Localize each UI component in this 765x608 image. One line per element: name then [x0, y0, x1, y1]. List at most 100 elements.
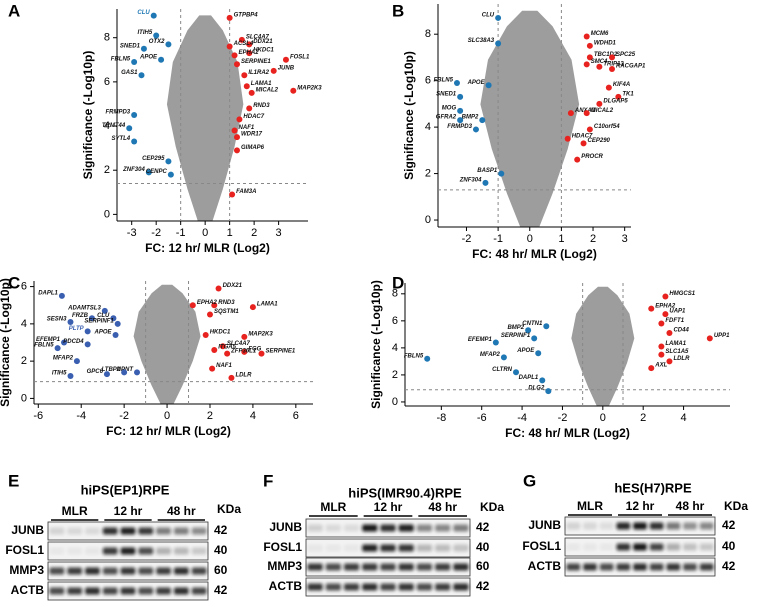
- row-label: MMP3: [267, 559, 302, 573]
- band: [398, 563, 414, 571]
- gene-point: [248, 89, 255, 96]
- gene-label: EFEMP1: [36, 337, 61, 343]
- x-tick-label: -3: [127, 227, 137, 239]
- gene-point: [539, 377, 546, 384]
- gene-label: ZNF304: [459, 177, 482, 183]
- gene-point: [564, 135, 571, 142]
- band: [599, 522, 614, 530]
- gene-label: DDX21: [253, 39, 273, 45]
- y-tick-label: 0: [21, 392, 27, 404]
- gene-point: [545, 388, 552, 395]
- gene-label: TK1: [622, 91, 634, 97]
- gene-label: HMGCS1: [669, 291, 695, 297]
- band: [566, 543, 581, 551]
- gene-point: [586, 42, 593, 49]
- x-axis-title: FC: 12 hr/ MLR (Log2): [145, 241, 270, 255]
- band: [120, 587, 136, 595]
- gene-point: [495, 14, 502, 21]
- panel-letter: A: [8, 1, 20, 20]
- y-axis-title: Significance (-Log10p): [369, 280, 383, 409]
- gene-point: [453, 79, 460, 86]
- gene-point: [228, 374, 235, 381]
- band: [683, 563, 697, 571]
- row-label: FOSL1: [5, 543, 44, 557]
- panel-letter: E: [8, 471, 19, 490]
- gene-label: PDCD4: [63, 339, 84, 345]
- gene-label: SERPINF1: [84, 318, 114, 324]
- band: [85, 527, 100, 535]
- band: [583, 563, 597, 571]
- kda-value: 42: [214, 523, 228, 537]
- x-tick-label: -2: [558, 412, 568, 424]
- gene-point: [583, 33, 590, 40]
- row-label: ACTB: [269, 579, 303, 593]
- band: [380, 524, 396, 532]
- gene-point: [485, 82, 492, 89]
- x-tick-label: -2: [119, 410, 129, 422]
- gene-label: DAPL1: [38, 290, 58, 296]
- gene-point: [241, 72, 248, 79]
- band: [416, 563, 433, 571]
- band: [138, 527, 154, 535]
- band: [633, 563, 647, 571]
- kda-value: 40: [476, 540, 490, 554]
- gene-point: [479, 117, 486, 124]
- gene-point: [153, 32, 160, 39]
- gene-point: [243, 83, 250, 90]
- kda-value: 40: [722, 539, 736, 553]
- gene-label: PLTP: [69, 326, 85, 332]
- x-tick-label: 3: [622, 233, 628, 245]
- gene-label: FRMPD3: [105, 110, 130, 116]
- gene-point: [583, 110, 590, 117]
- band: [666, 563, 681, 571]
- kda-value: 60: [214, 563, 228, 577]
- gene-label: SERPINE1: [241, 59, 271, 65]
- gene-point: [658, 320, 665, 327]
- band: [566, 563, 581, 571]
- y-tick-label: 4: [392, 342, 398, 354]
- band: [49, 587, 65, 595]
- x-tick-label: 1: [558, 233, 564, 245]
- band: [173, 527, 189, 535]
- gene-point: [492, 339, 499, 346]
- gene-point: [112, 332, 119, 339]
- gene-label: ITIH5: [52, 371, 67, 377]
- gene-label: LAMA1: [251, 81, 272, 87]
- x-tick-label: 4: [681, 412, 687, 424]
- gene-label: EPHA2: [239, 50, 260, 56]
- gene-point: [114, 320, 121, 327]
- lane-label: MLR: [577, 499, 603, 513]
- panel-letter: C: [8, 273, 20, 292]
- gene-label: EFEMP1: [468, 337, 493, 343]
- gene-label: TRMT44: [102, 123, 126, 129]
- row-label: FOSL1: [263, 540, 302, 554]
- band: [120, 527, 136, 535]
- gene-point: [498, 170, 505, 177]
- band: [398, 524, 414, 532]
- gene-point: [513, 369, 520, 376]
- gene-label: APOE: [139, 54, 158, 60]
- band: [435, 524, 451, 532]
- background-cloud: [166, 15, 244, 221]
- gene-label: CLU: [97, 313, 110, 319]
- gene-point: [666, 330, 673, 337]
- x-axis-title: FC: 12 hr/ MLR (Log2): [106, 424, 231, 438]
- band: [583, 522, 597, 530]
- gene-label: UPP1: [714, 333, 730, 339]
- gene-label: SLC4A7: [227, 341, 251, 347]
- gene-label: NAF1: [216, 363, 232, 369]
- x-tick-label: 0: [600, 412, 606, 424]
- x-tick-label: -4: [76, 410, 86, 422]
- gene-label: KIF4A: [613, 82, 630, 88]
- gene-label: PROCR: [581, 154, 603, 160]
- y-tick-label: 4: [425, 121, 431, 133]
- lane-label: 48 hr: [428, 500, 457, 514]
- gene-point: [241, 333, 248, 340]
- x-tick-label: -6: [477, 412, 487, 424]
- band: [599, 563, 614, 571]
- band: [85, 547, 100, 555]
- band: [67, 547, 83, 555]
- gene-point: [609, 66, 616, 73]
- gene-label: CNTN1: [522, 321, 543, 327]
- y-tick-label: 0: [425, 214, 431, 226]
